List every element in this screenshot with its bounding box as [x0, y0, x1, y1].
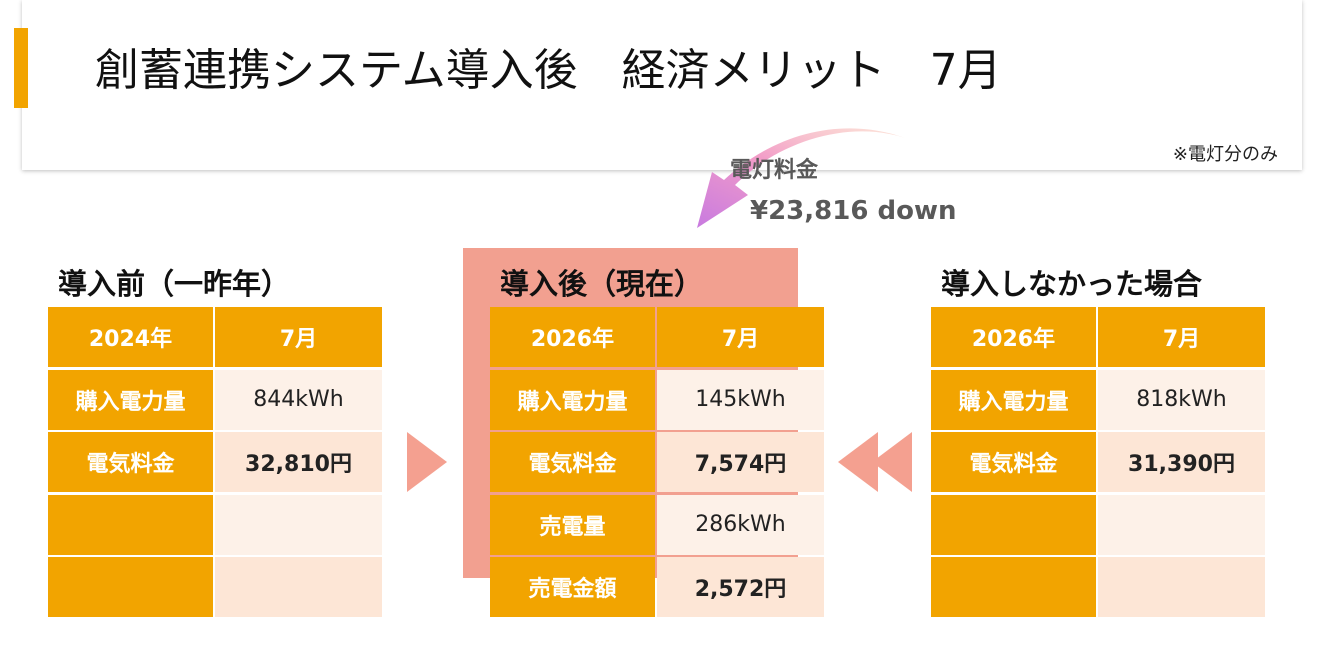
empty-row	[931, 494, 1265, 555]
header-row: 2026年 7月	[931, 307, 1265, 367]
row-value: 7,574円	[657, 432, 824, 492]
left-chevron	[838, 432, 878, 492]
table-title: 導入後（現在）	[500, 267, 704, 301]
empty-cell	[48, 557, 213, 617]
empty-cell	[215, 557, 382, 617]
header-cell: 7月	[1098, 307, 1265, 367]
table-row: 電気料金 32,810円	[48, 432, 382, 492]
row-value: 145kWh	[657, 369, 824, 430]
row-label: 購入電力量	[490, 369, 655, 430]
header-cell: 7月	[657, 307, 824, 367]
table: 2026年 7月 購入電力量 818kWh 電気料金 31,390円	[931, 307, 1265, 620]
accent-bar	[14, 28, 28, 108]
table-row: 購入電力量 818kWh	[931, 369, 1265, 430]
empty-cell	[931, 557, 1096, 617]
empty-row	[931, 557, 1265, 617]
header-cell: 2026年	[490, 307, 655, 367]
row-label: 購入電力量	[48, 369, 213, 430]
right-arrow	[407, 432, 447, 492]
row-value: 2,572円	[657, 557, 824, 617]
table-row: 電気料金 31,390円	[931, 432, 1265, 492]
row-label: 電気料金	[931, 432, 1096, 492]
table-row: 購入電力量 844kWh	[48, 369, 382, 430]
empty-row	[48, 494, 382, 555]
table-row: 購入電力量 145kWh	[490, 369, 824, 430]
down-arrow	[697, 128, 905, 228]
table-row: 売電量 286kWh	[490, 494, 824, 555]
slide-title: 創蓄連携システム導入後 経済メリット 7月	[95, 45, 1002, 96]
left-chevron	[872, 432, 912, 492]
note: ※電灯分のみ	[1172, 144, 1278, 165]
row-label: 電気料金	[48, 432, 213, 492]
row-value: 286kWh	[657, 494, 824, 555]
empty-cell	[215, 494, 382, 555]
table: 2026年 7月 購入電力量 145kWh 電気料金 7,574円 売電量 286kWh 売電金…	[490, 307, 824, 620]
header-cell: 2026年	[931, 307, 1096, 367]
header-cell: 7月	[215, 307, 382, 367]
savings-label: 電灯料金	[730, 158, 819, 183]
header-cell: 2024年	[48, 307, 213, 367]
row-value: 31,390円	[1098, 432, 1265, 492]
table-row: 売電金額 2,572円	[490, 557, 824, 617]
row-label: 売電量	[490, 494, 655, 555]
empty-cell	[1098, 557, 1265, 617]
table-title: 導入前（一昨年）	[58, 267, 291, 301]
empty-cell	[1098, 494, 1265, 555]
empty-cell	[931, 494, 1096, 555]
header-row: 2026年 7月	[490, 307, 824, 367]
table-title: 導入しなかった場合	[941, 267, 1203, 301]
row-value: 818kWh	[1098, 369, 1265, 430]
row-label: 売電金額	[490, 557, 655, 617]
empty-row	[48, 557, 382, 617]
row-label: 電気料金	[490, 432, 655, 492]
table-row: 電気料金 7,574円	[490, 432, 824, 492]
header-row: 2024年 7月	[48, 307, 382, 367]
row-value: 32,810円	[215, 432, 382, 492]
row-value: 844kWh	[215, 369, 382, 430]
empty-cell	[48, 494, 213, 555]
row-label: 購入電力量	[931, 369, 1096, 430]
title-box	[22, 0, 1302, 170]
savings-amount: ¥23,816 down	[750, 196, 957, 226]
table: 2024年 7月 購入電力量 844kWh 電気料金 32,810円	[48, 307, 382, 620]
